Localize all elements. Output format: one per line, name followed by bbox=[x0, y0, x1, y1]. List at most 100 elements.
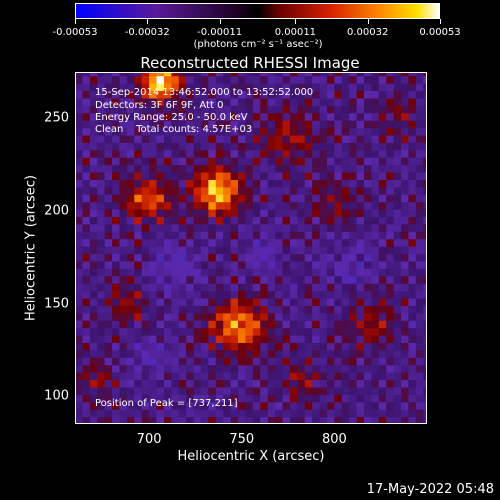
heatmap-cell bbox=[208, 268, 217, 277]
heatmap-cell bbox=[408, 349, 417, 358]
heatmap-cell bbox=[89, 298, 98, 306]
heatmap-cell bbox=[126, 409, 135, 418]
heatmap-cell bbox=[334, 409, 343, 418]
heatmap-cell bbox=[149, 401, 158, 410]
heatmap-cell bbox=[89, 409, 98, 418]
heatmap-cell bbox=[371, 179, 380, 188]
heatmap-cell bbox=[178, 335, 187, 343]
heatmap-cell bbox=[334, 268, 343, 277]
heatmap-cell bbox=[378, 349, 387, 358]
heatmap-cell bbox=[238, 201, 246, 210]
heatmap-cell bbox=[423, 186, 427, 195]
heatmap-cell bbox=[260, 327, 269, 336]
heatmap-cell bbox=[193, 416, 202, 424]
heatmap-cell bbox=[356, 312, 365, 321]
heatmap-cell bbox=[289, 134, 298, 143]
heatmap-cell bbox=[312, 216, 321, 225]
heatmap-cell bbox=[186, 379, 195, 388]
heatmap-cell bbox=[297, 112, 306, 121]
heatmap-cell bbox=[312, 416, 321, 424]
heatmap-cell bbox=[82, 260, 91, 269]
heatmap-cell bbox=[119, 216, 128, 225]
heatmap-cell bbox=[89, 357, 98, 366]
heatmap-cell bbox=[178, 364, 187, 373]
heatmap-cell bbox=[371, 246, 380, 255]
heatmap-cell bbox=[134, 342, 143, 351]
heatmap-cell bbox=[193, 142, 202, 151]
heatmap-cell bbox=[267, 142, 276, 151]
heatmap-cell bbox=[393, 164, 402, 173]
heatmap-cell bbox=[134, 298, 143, 306]
heatmap-cell bbox=[319, 335, 328, 343]
heatmap-cell bbox=[208, 172, 217, 180]
heatmap-cell bbox=[275, 238, 283, 247]
heatmap-cell bbox=[186, 194, 195, 203]
heatmap-cell bbox=[82, 75, 91, 84]
heatmap-cell bbox=[230, 394, 239, 403]
heatmap-cell bbox=[341, 223, 350, 232]
heatmap-cell bbox=[386, 253, 395, 262]
heatmap-cell bbox=[104, 164, 113, 173]
heatmap-cell bbox=[149, 223, 158, 232]
heatmap-cell bbox=[386, 246, 395, 255]
heatmap-cell bbox=[171, 357, 180, 366]
heatmap-cell bbox=[215, 105, 224, 114]
heatmap-cell bbox=[415, 416, 424, 424]
heatmap-cell bbox=[208, 260, 217, 269]
heatmap-cell bbox=[171, 194, 180, 203]
heatmap-cell bbox=[141, 349, 150, 358]
heatmap-cell bbox=[393, 194, 402, 203]
heatmap-cell bbox=[134, 357, 143, 366]
heatmap-cell bbox=[282, 335, 291, 343]
heatmap-cell bbox=[126, 349, 135, 358]
heatmap-cell bbox=[238, 342, 246, 351]
heatmap-cell bbox=[319, 97, 328, 106]
heatmap-cell bbox=[319, 290, 328, 299]
heatmap-cell bbox=[401, 327, 409, 336]
heatmap-cell bbox=[356, 320, 365, 329]
heatmap-cell bbox=[408, 246, 417, 255]
heatmap-cell bbox=[319, 105, 328, 114]
heatmap-cell bbox=[252, 75, 261, 84]
heatmap-cell bbox=[334, 90, 343, 99]
heatmap-cell bbox=[193, 283, 202, 292]
heatmap-cell bbox=[386, 416, 395, 424]
heatmap-cell bbox=[356, 97, 365, 106]
heatmap-cell bbox=[186, 238, 195, 247]
heatmap-cell bbox=[208, 186, 217, 195]
heatmap-cell bbox=[356, 120, 365, 129]
heatmap-cell bbox=[149, 342, 158, 351]
heatmap-cell bbox=[364, 201, 372, 210]
heatmap-cell bbox=[245, 364, 254, 373]
heatmap-cell bbox=[282, 394, 291, 403]
heatmap-cell bbox=[401, 238, 409, 247]
heatmap-cell bbox=[193, 298, 202, 306]
heatmap-cell bbox=[208, 105, 217, 114]
heatmap-cell bbox=[238, 238, 246, 247]
heatmap-cell bbox=[223, 72, 232, 77]
heatmap-cell bbox=[134, 275, 143, 284]
heatmap-cell bbox=[126, 364, 135, 373]
heatmap-cell bbox=[82, 179, 91, 188]
heatmap-cell bbox=[230, 209, 239, 217]
heatmap-cell bbox=[171, 283, 180, 292]
heatmap-cell bbox=[89, 90, 98, 99]
heatmap-cell bbox=[104, 379, 113, 388]
heatmap-cell bbox=[104, 134, 113, 143]
heatmap-cell bbox=[163, 97, 172, 106]
heatmap-cell bbox=[215, 401, 224, 410]
heatmap-cell bbox=[364, 164, 372, 173]
heatmap-cell bbox=[223, 112, 232, 121]
heatmap-cell bbox=[89, 335, 98, 343]
heatmap-cell bbox=[275, 416, 283, 424]
heatmap-cell bbox=[275, 186, 283, 195]
heatmap-cell bbox=[186, 209, 195, 217]
heatmap-cell bbox=[149, 83, 158, 92]
heatmap-cell bbox=[282, 201, 291, 210]
colorbar-unit-label: (photons cm⁻² s⁻¹ asec⁻²) bbox=[193, 39, 323, 50]
heatmap-cell bbox=[341, 179, 350, 188]
heatmap-cell bbox=[289, 349, 298, 358]
heatmap-cell bbox=[149, 164, 158, 173]
heatmap-cell bbox=[82, 386, 91, 395]
heatmap-cell bbox=[312, 209, 321, 217]
